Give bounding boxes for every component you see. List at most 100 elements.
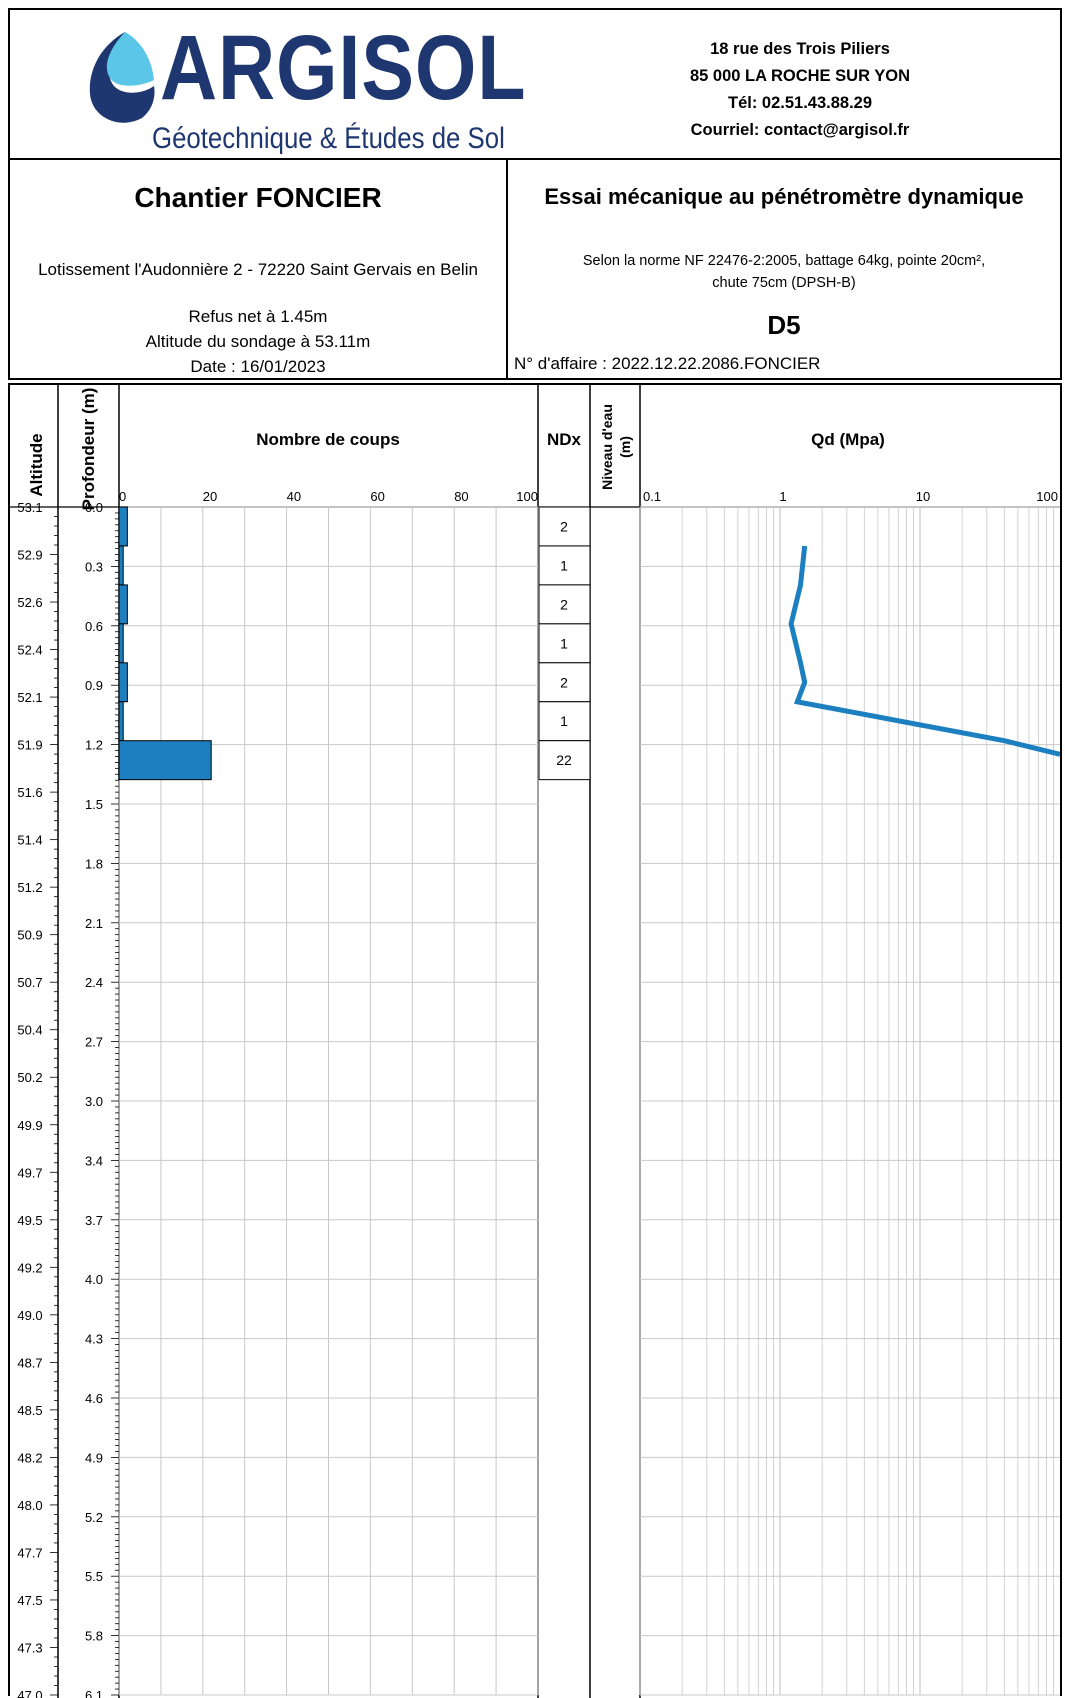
depth-tick-label: 1.5	[85, 797, 103, 812]
altitude-tick-label: 50.9	[17, 928, 42, 943]
altitude-tick-label: 53.1	[17, 500, 42, 515]
depth-tick-label: 5.8	[85, 1629, 103, 1644]
altitude-tick-label: 52.9	[17, 548, 42, 563]
depth-tick-label: 1.2	[85, 738, 103, 753]
depth-tick-label: 3.0	[85, 1094, 103, 1109]
coups-tick-label: 100	[516, 489, 538, 504]
ndx-value: 2	[560, 596, 568, 612]
coups-bar	[118, 545, 124, 586]
ndx-cells: 2 1 2 1 2 1 22	[538, 506, 591, 781]
site-location: Lotissement l'Audonnière 2 - 72220 Saint…	[38, 260, 478, 279]
coups-bar	[118, 701, 124, 742]
ndx-cell	[538, 545, 591, 586]
depth-tick-label: 2.4	[85, 975, 103, 990]
altitude-tick-label: 51.4	[17, 833, 42, 848]
test-norm: Selon la norme NF 22476-2:2005, battage …	[508, 250, 1060, 294]
depth-tick-label: 1.8	[85, 856, 103, 871]
depth-tick-label: 4.3	[85, 1332, 103, 1347]
survey-date: Date : 16/01/2023	[190, 357, 326, 376]
site-title: Chantier FONCIER	[134, 182, 382, 213]
coups-tick-label: 0	[119, 489, 126, 504]
depth-tick-label: 4.0	[85, 1272, 103, 1287]
test-info-panel: Essai mécanique au pénétromètre dynamiqu…	[506, 158, 1062, 380]
norm-line: Selon la norme NF 22476-2:2005, battage …	[582, 253, 986, 269]
coups-tick-label: 80	[454, 489, 468, 504]
col-title-profondeur: Profondeur (m)	[79, 388, 98, 511]
depth-tick-label: 5.2	[85, 1510, 103, 1525]
case-number: N° d'affaire : 2022.12.22.2086.FONCIER	[514, 354, 821, 373]
altitude-tick-label: 50.2	[17, 1070, 42, 1085]
altitude-tick-label: 52.1	[17, 690, 42, 705]
survey-altitude: Altitude du sondage à 53.11m	[145, 332, 371, 351]
ndx-cell	[538, 584, 591, 625]
altitude-tick-label: 47.3	[17, 1640, 42, 1655]
depth-tick-label: 5.5	[85, 1569, 103, 1584]
altitude-tick-label: 49.0	[17, 1308, 42, 1323]
altitude-tick-label: 48.5	[17, 1403, 42, 1418]
logo-tagline: Géotechnique & Études de Sol	[152, 122, 505, 155]
qd-tick-label: 0.1	[643, 489, 661, 504]
altitude-tick-label: 47.0	[17, 1688, 42, 1698]
altitude-tick-label: 47.7	[17, 1545, 42, 1560]
ndx-value: 2	[560, 674, 568, 690]
phone-line: Tél: 02.51.43.88.29	[727, 94, 873, 112]
coups-bar	[118, 584, 128, 625]
ndx-value: 1	[560, 713, 568, 729]
col-title-niveau-unit: (m)	[617, 436, 633, 458]
altitude-tick-label: 47.5	[17, 1593, 42, 1608]
depth-tick-label: 0.3	[85, 559, 103, 574]
qd-tick-label: 10	[916, 489, 930, 504]
ndx-value: 2	[560, 518, 568, 534]
altitude-tick-label: 52.4	[17, 643, 42, 658]
altitude-tick-label: 49.5	[17, 1213, 42, 1228]
altitude-tick-label: 51.9	[17, 738, 42, 753]
altitude-tick-label: 50.4	[17, 1023, 42, 1038]
qd-tick-label: 1	[779, 489, 786, 504]
penetrometer-chart: Altitude Profondeur (m) Nombre de coups …	[10, 385, 1060, 1698]
altitude-tick-label: 48.0	[17, 1498, 42, 1513]
header-company: ARGISOL Géotechnique & Études de Sol 18 …	[8, 8, 1062, 160]
chart-axes: 0 20 40 60 80 100 0.1 1 10 100 0.0 0.3 0.6 0.9 1.2 1.5 1…	[17, 489, 1058, 1698]
altitude-tick-label: 51.2	[17, 880, 42, 895]
depth-tick-label: 2.7	[85, 1035, 103, 1050]
ndx-cell	[538, 623, 591, 664]
altitude-tick-label: 49.9	[17, 1118, 42, 1133]
ndx-value: 1	[560, 635, 568, 651]
coups-tick-label: 60	[370, 489, 384, 504]
email-line: Courriel: contact@argisol.fr	[690, 121, 910, 139]
test-id: D5	[767, 310, 801, 340]
depth-tick-label: 4.6	[85, 1391, 103, 1406]
ndx-cell	[538, 662, 591, 703]
qd-line	[788, 545, 1060, 757]
ndx-cell	[538, 701, 591, 742]
coups-bar	[118, 506, 128, 547]
qd-tick-label: 100	[1036, 489, 1058, 504]
site-details: Refus net à 1.45m Altitude du sondage à …	[10, 304, 506, 379]
ndx-cell	[538, 740, 591, 781]
coups-tick-label: 40	[287, 489, 301, 504]
qd-series	[788, 545, 1060, 757]
logo-wordmark: ARGISOL	[160, 17, 527, 119]
ndx-value: 1	[560, 557, 568, 573]
penetrometer-log: Altitude Profondeur (m) Nombre de coups …	[8, 383, 1062, 1698]
depth-tick-label: 3.4	[85, 1153, 103, 1168]
altitude-tick-label: 49.2	[17, 1260, 42, 1275]
company-address: 18 rue des Trois Piliers 85 000 LA ROCHE…	[630, 36, 970, 144]
altitude-tick-label: 48.2	[17, 1450, 42, 1465]
depth-tick-label: 2.1	[85, 916, 103, 931]
col-title-ndx: NDx	[547, 430, 582, 449]
test-title: Essai mécanique au pénétromètre dynamiqu…	[544, 184, 1024, 209]
company-logo: ARGISOL Géotechnique & Études de Sol	[80, 22, 526, 157]
address-line: 85 000 LA ROCHE SUR YON	[689, 67, 911, 85]
address-line: 18 rue des Trois Piliers	[710, 40, 890, 58]
col-title-qd: Qd (Mpa)	[811, 430, 885, 449]
col-title-coups: Nombre de coups	[256, 430, 400, 449]
depth-tick-label: 3.7	[85, 1213, 103, 1228]
altitude-tick-label: 52.6	[17, 595, 42, 610]
chart-grid	[10, 506, 1060, 1696]
coups-bar	[118, 662, 128, 703]
coups-bars	[118, 506, 212, 781]
depth-tick-label: 6.1	[85, 1688, 103, 1698]
logo-drop-icon	[89, 32, 155, 123]
col-title-altitude: Altitude	[27, 433, 46, 496]
